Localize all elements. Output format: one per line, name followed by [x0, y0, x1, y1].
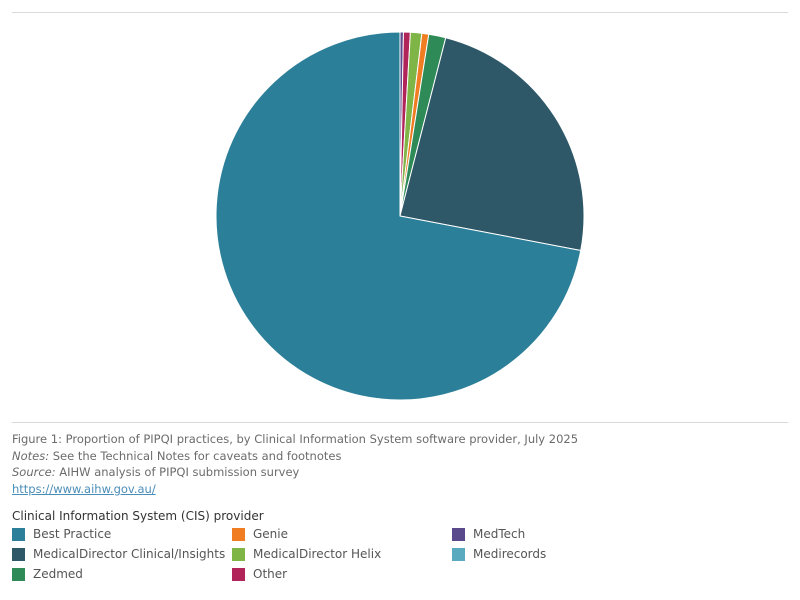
legend-label: Zedmed: [33, 567, 83, 581]
legend-swatch: [12, 527, 25, 541]
legend-swatch: [12, 547, 25, 561]
legend-swatch: [232, 527, 245, 541]
legend: Clinical Information System (CIS) provid…: [12, 509, 792, 582]
figure-notes: Notes: See the Technical Notes for cavea…: [12, 448, 578, 465]
source-label: Source:: [12, 465, 56, 479]
legend-label: Best Practice: [33, 527, 112, 541]
legend-item[interactable]: Other: [232, 566, 452, 582]
legend-label: MedicalDirector Clinical/Insights: [33, 547, 226, 561]
chart-bottom-divider: [12, 422, 788, 423]
source-text: AIHW analysis of PIPQI submission survey: [55, 465, 300, 479]
legend-label: MedTech: [473, 527, 526, 541]
top-divider: [12, 12, 788, 13]
legend-swatch: [452, 527, 465, 541]
legend-items: Best Practice Genie MedTech MedicalDirector…: [12, 526, 792, 582]
notes-label: Notes:: [12, 448, 50, 463]
notes-text: See the Technical Notes for caveats and …: [49, 448, 342, 463]
legend-swatch: [12, 567, 25, 581]
figure-source: Source: AIHW analysis of PIPQI submissio…: [12, 464, 578, 481]
pie-slice-medicaldirector-clinical-insights[interactable]: [399, 37, 585, 252]
figure-title: Figure 1: Proportion of PIPQI practices,…: [12, 432, 579, 446]
legend-item[interactable]: MedTech: [452, 526, 672, 542]
legend-item[interactable]: Medirecords: [452, 546, 672, 562]
legend-item[interactable]: Zedmed: [12, 566, 232, 582]
legend-swatch: [232, 547, 245, 561]
legend-label: Genie: [253, 527, 289, 541]
legend-item[interactable]: Genie: [232, 526, 452, 542]
legend-item[interactable]: MedicalDirector Helix: [232, 546, 452, 562]
legend-label: Other: [253, 567, 288, 581]
legend-swatch: [232, 567, 245, 581]
pie-slice-best-practice[interactable]: [215, 31, 582, 401]
legend-label: Medirecords: [473, 547, 547, 561]
legend-title: Clinical Information System (CIS) provid…: [12, 509, 264, 523]
figure-caption: Figure 1: Proportion of PIPQI practices,…: [12, 431, 578, 497]
pie-chart: [215, 31, 585, 401]
legend-item[interactable]: Best Practice: [12, 526, 232, 542]
legend-swatch: [452, 547, 465, 561]
legend-item[interactable]: MedicalDirector Clinical/Insights: [12, 546, 232, 562]
aihw-link[interactable]: https://www.aihw.gov.au/: [12, 481, 156, 496]
legend-label: MedicalDirector Helix: [253, 547, 382, 561]
